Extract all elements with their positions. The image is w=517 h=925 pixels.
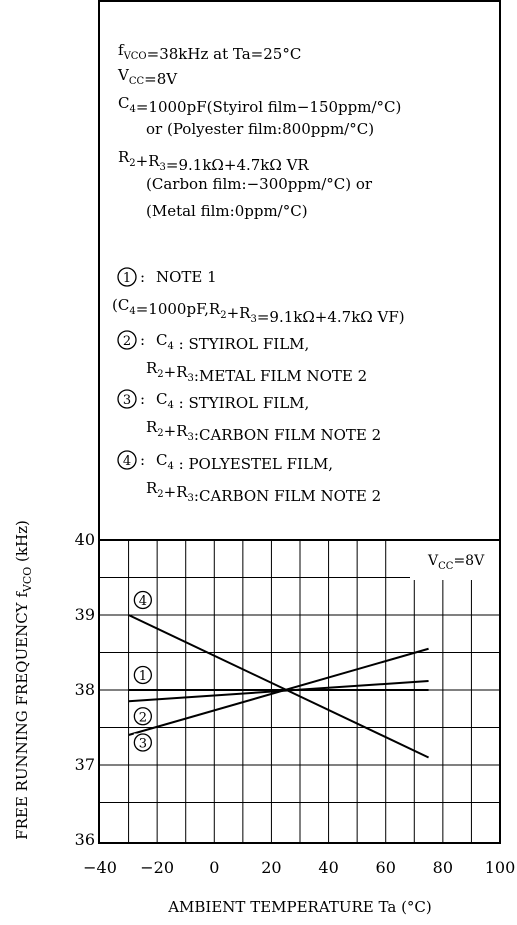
condition-text-line: VCC=8V — [117, 66, 178, 88]
y-axis-title: FREE RUNNING FREQUENCY fVCO (kHz) — [13, 520, 34, 840]
condition-text-line: fVCO=38kHz at Ta=25°C — [118, 41, 301, 63]
x-tick-label: −40 — [83, 858, 117, 877]
legend-marker-1: 1 — [123, 271, 131, 286]
legend-text-line: C4 : STYIROL FILM, — [156, 390, 309, 412]
condition-text-line: C4=1000pF(Styirol film−150ppm/°C) — [118, 94, 401, 116]
series-line-4 — [128, 614, 430, 759]
legend-colon: : — [140, 268, 145, 286]
y-tick-label: 38 — [75, 680, 95, 699]
condition-text-line: (Carbon film:−300ppm/°C) or — [146, 175, 373, 193]
legend-colon: : — [140, 451, 145, 469]
x-tick-label: 80 — [433, 858, 453, 877]
series-marker-1 — [133, 665, 153, 685]
legend-text-line: R2+R3:CARBON FILM NOTE 2 — [146, 479, 381, 505]
x-tick-label: 60 — [376, 858, 396, 877]
series-label-3: 3 — [139, 737, 147, 752]
series-line-3 — [128, 647, 429, 736]
legend-text-line: R2+R3:METAL FILM NOTE 2 — [146, 359, 367, 385]
y-tick-label: 40 — [75, 530, 95, 549]
legend-text-line: R2+R3:CARBON FILM NOTE 2 — [146, 418, 381, 444]
x-tick-label: 20 — [261, 858, 281, 877]
x-tick-label: −20 — [140, 858, 174, 877]
x-tick-label: 0 — [209, 858, 219, 877]
condition-label: VCC=8V — [427, 553, 485, 572]
series-label-4: 4 — [139, 594, 147, 609]
legend-marker-2: 2 — [123, 334, 131, 349]
x-tick-label: 100 — [485, 858, 516, 877]
condition-text-line: R2+R3=9.1kΩ+4.7kΩ VR — [118, 148, 309, 174]
x-tick-label: 40 — [318, 858, 338, 877]
y-tick-label: 37 — [75, 755, 95, 774]
series-marker-4 — [133, 590, 153, 610]
legend-text-line: (C4=1000pF,R2+R3=9.1kΩ+4.7kΩ VF) — [112, 296, 405, 326]
legend-colon: : — [140, 390, 145, 408]
series-marker-2 — [133, 707, 153, 726]
legend-marker-circle-2 — [117, 330, 137, 350]
legend-marker-4: 4 — [123, 454, 131, 469]
y-tick-label: 39 — [75, 605, 95, 624]
legend-text-line: NOTE 1 — [156, 268, 217, 286]
y-tick-label: 36 — [75, 830, 95, 849]
series-label-1: 1 — [139, 669, 147, 684]
condition-text-line: (Metal film:0ppm/°C) — [146, 202, 308, 220]
condition-box-bg — [410, 541, 499, 580]
x-axis-title: AMBIENT TEMPERATURE Ta (°C) — [167, 898, 432, 916]
legend-text-line: C4 : STYIROL FILM, — [156, 331, 309, 353]
legend-marker-3: 3 — [123, 393, 131, 408]
condition-text-line: or (Polyester film:800ppm/°C) — [146, 120, 374, 138]
legend-marker-circle-3 — [117, 389, 137, 409]
legend-marker-circle-1 — [117, 267, 137, 287]
legend-text-line: C4 : POLYESTEL FILM, — [156, 451, 333, 473]
legend-marker-circle-4 — [117, 450, 137, 470]
legend-colon: : — [140, 331, 145, 349]
series-marker-3 — [133, 733, 153, 752]
series-label-2: 2 — [139, 710, 147, 725]
